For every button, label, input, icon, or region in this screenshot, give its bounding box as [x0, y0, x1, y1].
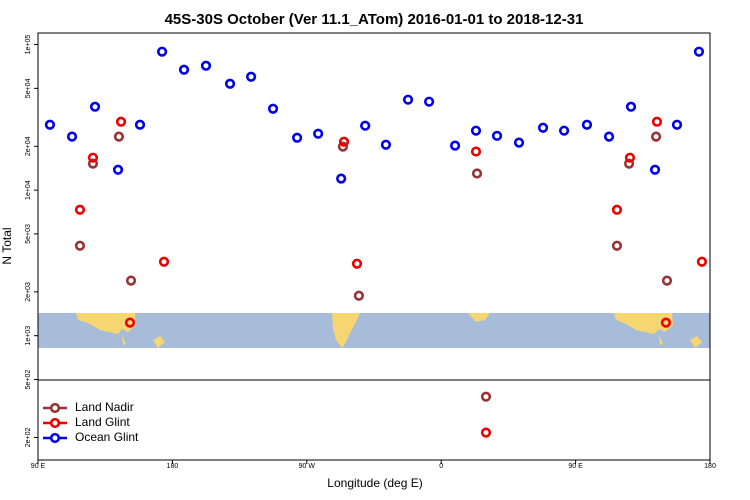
point — [353, 290, 365, 301]
point — [66, 131, 78, 142]
y-tick-label: 2e+03 — [25, 282, 32, 302]
point — [158, 256, 170, 267]
map-land — [614, 313, 673, 334]
point — [360, 120, 371, 131]
point — [470, 146, 482, 157]
legend-label: Land Glint — [75, 415, 130, 429]
plot-frame — [37, 32, 711, 461]
y-tick-label: 5e+02 — [25, 370, 32, 390]
point — [480, 391, 492, 402]
point — [291, 132, 303, 143]
point — [336, 173, 347, 184]
legend-label: Land Nadir — [75, 400, 134, 414]
series — [74, 116, 708, 438]
point — [337, 141, 349, 152]
map-land — [690, 336, 702, 348]
point — [624, 152, 636, 163]
point — [351, 258, 363, 269]
x-tick-label: 180 — [704, 463, 716, 470]
x-tick-label: 0 — [439, 463, 443, 470]
point — [224, 78, 236, 89]
point — [625, 101, 637, 112]
legend-label: Ocean Glint — [75, 430, 139, 444]
point — [449, 140, 461, 151]
point — [651, 116, 663, 127]
map-land — [332, 313, 360, 348]
point — [74, 204, 86, 215]
point — [650, 131, 662, 142]
point — [424, 96, 435, 107]
point — [513, 137, 525, 148]
point — [156, 46, 168, 57]
point — [480, 427, 492, 438]
point — [245, 71, 257, 82]
point — [380, 139, 392, 150]
point — [134, 119, 146, 130]
point — [661, 275, 673, 286]
point — [671, 119, 683, 130]
point — [623, 158, 635, 169]
point — [491, 130, 503, 141]
point — [125, 275, 137, 286]
point — [87, 158, 99, 169]
map-land — [76, 313, 136, 334]
map-land — [122, 335, 126, 345]
point — [124, 317, 136, 328]
point — [470, 125, 482, 136]
point — [89, 101, 101, 112]
point — [611, 240, 623, 251]
legend-marker — [49, 402, 61, 414]
point — [603, 131, 615, 142]
point — [471, 168, 483, 179]
map-land — [659, 335, 663, 345]
series — [74, 131, 673, 402]
x-tick-label: 90 E — [568, 463, 583, 470]
point — [87, 152, 99, 163]
y-tick-label: 5e+04 — [25, 78, 32, 98]
point — [113, 131, 125, 142]
point — [660, 317, 672, 328]
y-tick-label: 1e+05 — [25, 35, 32, 55]
point — [696, 256, 708, 267]
point — [313, 128, 324, 139]
point — [112, 164, 124, 175]
point — [44, 119, 56, 130]
legend-marker — [49, 417, 61, 429]
y-tick-label: 1e+03 — [25, 326, 32, 346]
point — [693, 46, 705, 57]
point — [402, 94, 414, 105]
point — [611, 204, 623, 215]
map-ocean — [38, 313, 710, 348]
point — [178, 64, 190, 75]
y-axis-label: N Total — [0, 227, 14, 264]
series — [44, 46, 705, 184]
point — [338, 136, 350, 147]
y-tick-label: 5e+03 — [25, 224, 32, 244]
map-land — [153, 336, 165, 348]
point — [115, 116, 127, 127]
point — [74, 240, 86, 251]
x-tick-label: 90 E — [31, 463, 46, 470]
chart-title: 45S-30S October (Ver 11.1_ATom) 2016-01-… — [165, 11, 584, 28]
map-strip — [38, 313, 710, 348]
point — [200, 60, 212, 71]
y-tick-label: 1e+04 — [25, 180, 32, 200]
y-tick-label: 2e+04 — [25, 136, 32, 156]
x-tick-label: 90 W — [299, 463, 316, 470]
point — [267, 103, 279, 114]
x-tick-label: 180 — [167, 463, 179, 470]
point — [559, 125, 570, 136]
point — [537, 122, 549, 133]
x-axis-label: Longitude (deg E) — [327, 476, 422, 490]
point — [649, 164, 661, 175]
legend-marker — [49, 432, 61, 444]
y-tick-label: 2e+02 — [25, 428, 32, 448]
point — [581, 119, 593, 130]
map-land — [468, 313, 490, 322]
